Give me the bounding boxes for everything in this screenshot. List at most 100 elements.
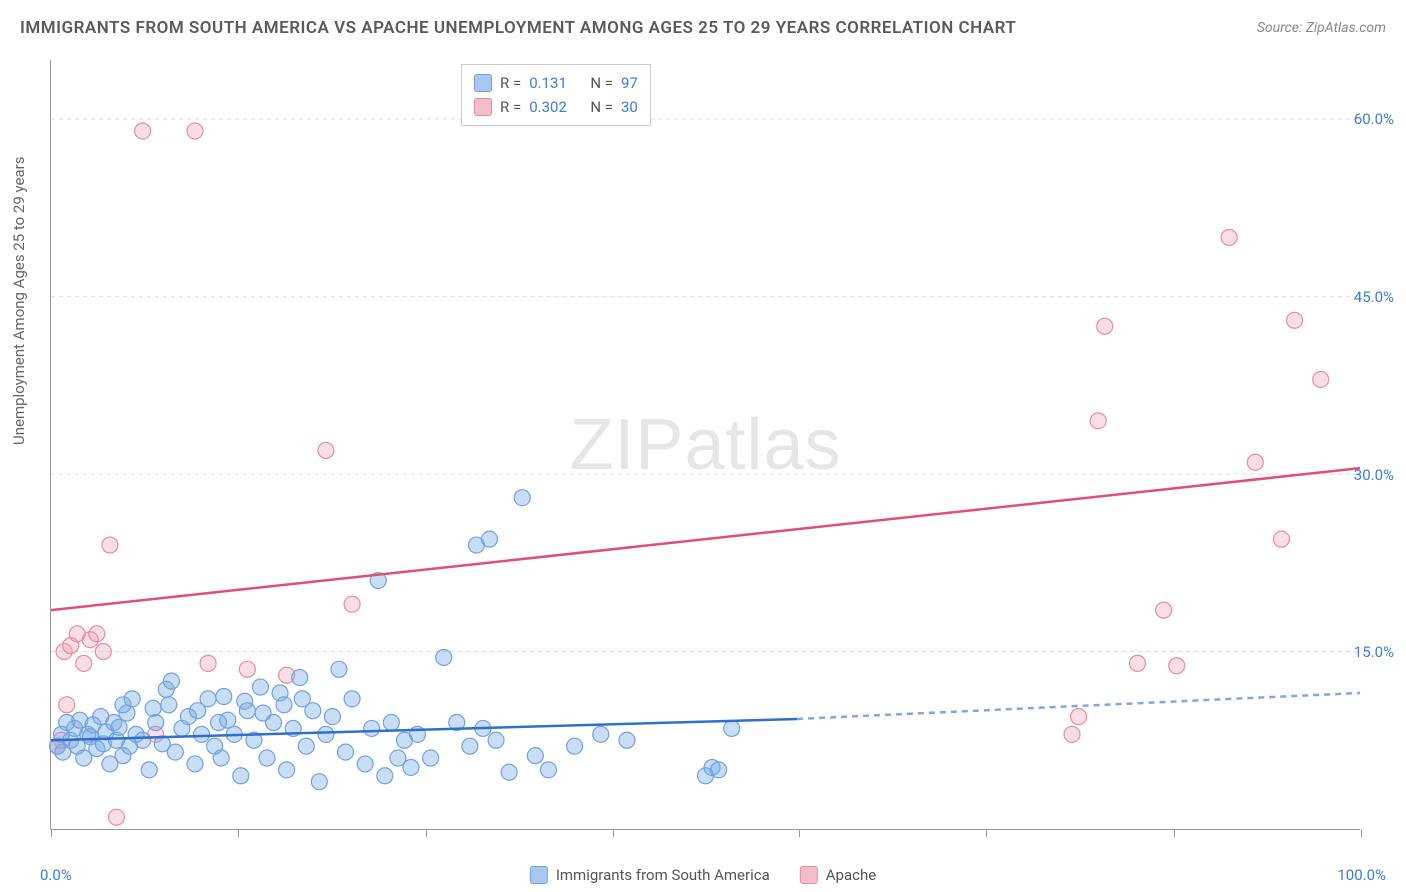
chart-container: IMMIGRANTS FROM SOUTH AMERICA VS APACHE … bbox=[0, 0, 1406, 892]
data-point bbox=[233, 768, 249, 784]
data-point bbox=[239, 661, 255, 677]
data-point bbox=[540, 762, 556, 778]
r-label-2: R = bbox=[500, 95, 521, 119]
data-point bbox=[89, 626, 105, 642]
data-point bbox=[1313, 371, 1329, 387]
data-point bbox=[102, 537, 118, 553]
data-point bbox=[200, 655, 216, 671]
data-point bbox=[383, 715, 399, 731]
data-point bbox=[194, 726, 210, 742]
ytick-label: 30.0% bbox=[1354, 466, 1394, 484]
data-point bbox=[488, 732, 504, 748]
plot-area: ZIPatlas R = 0.131 N = 97 R = 0.302 bbox=[50, 60, 1360, 830]
swatch-pink bbox=[474, 98, 492, 116]
data-point bbox=[216, 689, 232, 705]
stats-row-series1: R = 0.131 N = 97 bbox=[474, 71, 638, 95]
data-point bbox=[318, 442, 334, 458]
legend-label-2: Apache bbox=[826, 866, 876, 884]
data-point bbox=[167, 744, 183, 760]
data-point bbox=[135, 732, 151, 748]
source-attribution: Source: ZipAtlas.com bbox=[1257, 20, 1386, 36]
data-point bbox=[1247, 454, 1263, 470]
data-point bbox=[527, 748, 543, 764]
xtick bbox=[799, 829, 800, 837]
data-point bbox=[331, 661, 347, 677]
data-point bbox=[1064, 726, 1080, 742]
data-point bbox=[403, 759, 419, 775]
data-point bbox=[111, 719, 127, 735]
data-point bbox=[161, 697, 177, 713]
data-point bbox=[1071, 709, 1087, 725]
data-point bbox=[145, 700, 161, 716]
ytick-label: 60.0% bbox=[1354, 110, 1394, 128]
legend-item-2: Apache bbox=[800, 866, 876, 884]
data-point bbox=[211, 715, 227, 731]
data-point bbox=[436, 649, 452, 665]
data-point bbox=[298, 738, 314, 754]
data-point bbox=[462, 738, 478, 754]
data-point bbox=[259, 750, 275, 766]
data-point bbox=[95, 644, 111, 660]
plot-svg bbox=[51, 60, 1360, 829]
y-axis-label: Unemployment Among Ages 25 to 29 years bbox=[10, 157, 28, 445]
stats-row-series2: R = 0.302 N = 30 bbox=[474, 95, 638, 119]
data-point bbox=[190, 703, 206, 719]
swatch-blue bbox=[474, 74, 492, 92]
data-point bbox=[344, 691, 360, 707]
data-point bbox=[1129, 655, 1145, 671]
ytick-label: 45.0% bbox=[1354, 288, 1394, 306]
data-point bbox=[187, 756, 203, 772]
data-point bbox=[148, 715, 164, 731]
data-point bbox=[357, 756, 373, 772]
xtick bbox=[238, 829, 239, 837]
xtick bbox=[1361, 829, 1362, 837]
data-point bbox=[1169, 658, 1185, 674]
data-point bbox=[1156, 602, 1172, 618]
data-point bbox=[279, 762, 295, 778]
data-point bbox=[252, 679, 268, 695]
data-point bbox=[292, 670, 308, 686]
data-point bbox=[377, 768, 393, 784]
data-point bbox=[311, 774, 327, 790]
r-label-1: R = bbox=[500, 71, 521, 95]
xlim-min: 0.0% bbox=[40, 866, 72, 884]
trend-line bbox=[51, 468, 1360, 610]
chart-title: IMMIGRANTS FROM SOUTH AMERICA VS APACHE … bbox=[20, 18, 1016, 38]
r-value-1: 0.131 bbox=[529, 71, 567, 95]
stats-legend-box: R = 0.131 N = 97 R = 0.302 N = 30 bbox=[461, 64, 651, 126]
swatch-pink-legend bbox=[800, 866, 818, 884]
ytick-label: 15.0% bbox=[1354, 643, 1394, 661]
xtick bbox=[1174, 829, 1175, 837]
n-value-2: 30 bbox=[621, 95, 638, 119]
n-label-1: N = bbox=[590, 71, 613, 95]
data-point bbox=[141, 762, 157, 778]
data-point bbox=[124, 691, 140, 707]
legend-label-1: Immigrants from South America bbox=[556, 866, 770, 884]
data-point bbox=[344, 596, 360, 612]
data-point bbox=[724, 720, 740, 736]
data-point bbox=[1273, 531, 1289, 547]
data-point bbox=[318, 726, 334, 742]
legend-bottom: Immigrants from South America Apache bbox=[530, 866, 876, 884]
xtick bbox=[613, 829, 614, 837]
data-point bbox=[59, 697, 75, 713]
data-point bbox=[213, 750, 229, 766]
legend-item-1: Immigrants from South America bbox=[530, 866, 770, 884]
data-point bbox=[135, 123, 151, 139]
xtick bbox=[426, 829, 427, 837]
data-point bbox=[364, 720, 380, 736]
data-point bbox=[163, 673, 179, 689]
r-value-2: 0.302 bbox=[529, 95, 567, 119]
data-point bbox=[567, 738, 583, 754]
data-point bbox=[338, 744, 354, 760]
n-value-1: 97 bbox=[621, 71, 638, 95]
data-point bbox=[237, 693, 253, 709]
data-point bbox=[294, 691, 310, 707]
data-point bbox=[711, 762, 727, 778]
data-point bbox=[593, 726, 609, 742]
data-point bbox=[324, 709, 340, 725]
data-point bbox=[501, 764, 517, 780]
data-point bbox=[514, 490, 530, 506]
data-point bbox=[276, 697, 292, 713]
data-point bbox=[76, 655, 92, 671]
